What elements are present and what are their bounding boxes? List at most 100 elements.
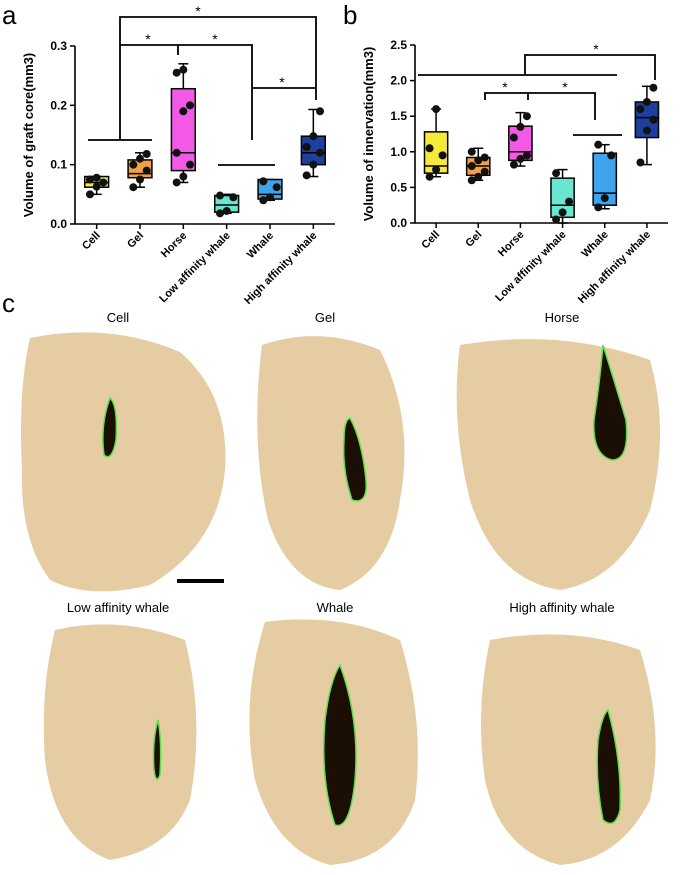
- axis: [414, 45, 668, 224]
- graft-core: [596, 708, 621, 825]
- data-point: [302, 171, 311, 180]
- data-point: [136, 154, 144, 163]
- x-tick-label: Whale: [245, 230, 276, 261]
- data-point: [179, 172, 188, 181]
- data-point: [425, 172, 434, 181]
- data-point: [594, 140, 603, 149]
- y-tick-label: 2.5: [390, 38, 407, 52]
- data-point: [432, 165, 441, 174]
- y-axis-title: Volume of innervation(mm3): [361, 47, 376, 222]
- tissue: [456, 339, 660, 590]
- data-point: [215, 209, 224, 218]
- y-tick-label: 0.0: [390, 216, 407, 230]
- data-point: [172, 178, 181, 187]
- tissue: [21, 332, 226, 592]
- data-point: [636, 158, 645, 167]
- data-point: [222, 206, 231, 215]
- asterisk: *: [593, 41, 599, 57]
- data-point: [522, 151, 531, 160]
- x-tick-label: Cell: [419, 229, 442, 252]
- micrograph-title: Gel: [315, 310, 335, 325]
- x-tick-label: Low affinity whale: [493, 229, 568, 304]
- micrograph-title: Cell: [107, 310, 130, 325]
- tissue: [43, 624, 197, 860]
- data-point: [92, 182, 101, 191]
- x-tick-label: Whale: [579, 229, 610, 260]
- data-point: [425, 144, 434, 153]
- micrograph-title: Whale: [317, 600, 354, 615]
- data-point: [179, 107, 188, 116]
- data-point: [99, 178, 108, 187]
- data-point: [552, 215, 561, 224]
- asterisk: *: [502, 79, 508, 95]
- data-point: [565, 197, 574, 206]
- data-point: [92, 173, 101, 182]
- data-point: [607, 151, 616, 160]
- data-point: [467, 147, 476, 156]
- y-tick-label: 1.0: [390, 145, 407, 159]
- panel-label: b: [343, 0, 357, 30]
- data-point: [432, 105, 441, 114]
- data-point: [302, 142, 311, 151]
- y-tick-label: 0.1: [50, 158, 67, 172]
- data-point: [649, 83, 658, 92]
- data-point: [552, 169, 561, 178]
- x-tick-label: Cell: [80, 230, 103, 253]
- data-point: [516, 122, 525, 131]
- y-tick-label: 0.5: [390, 180, 407, 194]
- asterisk: *: [212, 31, 218, 47]
- data-point: [509, 160, 518, 169]
- data-point: [467, 162, 476, 171]
- y-tick-label: 0.3: [50, 39, 67, 53]
- box: [592, 152, 618, 206]
- graft-core: [323, 663, 357, 827]
- data-point: [316, 148, 325, 157]
- data-point: [85, 190, 94, 199]
- y-tick-label: 2.0: [390, 74, 407, 88]
- data-point: [516, 154, 525, 163]
- y-tick-label: 0.2: [50, 98, 67, 112]
- data-point: [172, 68, 181, 77]
- graft-core: [102, 396, 118, 458]
- data-point: [229, 193, 238, 202]
- tissue: [481, 634, 656, 865]
- data-point: [129, 160, 138, 169]
- micrograph-title: Horse: [545, 310, 580, 325]
- x-tick-label: Horse: [496, 229, 527, 260]
- data-point: [316, 107, 325, 116]
- data-point: [636, 105, 645, 114]
- data-point: [642, 126, 651, 135]
- data-point: [266, 193, 274, 202]
- x-tick-label: High affinity whale: [576, 229, 653, 306]
- panel-label: c: [2, 288, 15, 318]
- y-tick-label: 0.0: [50, 217, 67, 231]
- graft-core: [593, 344, 628, 461]
- data-point: [522, 112, 531, 121]
- micrograph-title: High affinity whale: [509, 600, 614, 615]
- y-tick-label: 1.5: [390, 109, 407, 123]
- data-point: [474, 156, 483, 165]
- data-point: [558, 208, 567, 217]
- micrograph-title: Low affinity whale: [67, 600, 169, 615]
- micrographs: Cell Gel Horse Low affinity whale Whale …: [21, 310, 660, 865]
- data-point: [309, 132, 318, 141]
- data-point: [600, 194, 609, 203]
- x-tick-label: Gel: [125, 230, 146, 251]
- data-point: [272, 183, 281, 192]
- data-point: [129, 183, 138, 192]
- data-point: [142, 166, 151, 175]
- data-point: [142, 149, 151, 158]
- data-point: [85, 175, 94, 184]
- data-point: [259, 196, 268, 205]
- data-point: [594, 203, 603, 212]
- x-tick-label: Gel: [463, 229, 484, 250]
- data-point: [172, 148, 181, 157]
- data-point: [649, 115, 658, 124]
- axis: [74, 46, 335, 225]
- x-tick-label: Horse: [159, 230, 190, 261]
- data-point: [309, 160, 318, 169]
- data-point: [642, 97, 651, 106]
- graft-core: [342, 417, 367, 502]
- box: [550, 177, 575, 219]
- data-point: [215, 191, 224, 200]
